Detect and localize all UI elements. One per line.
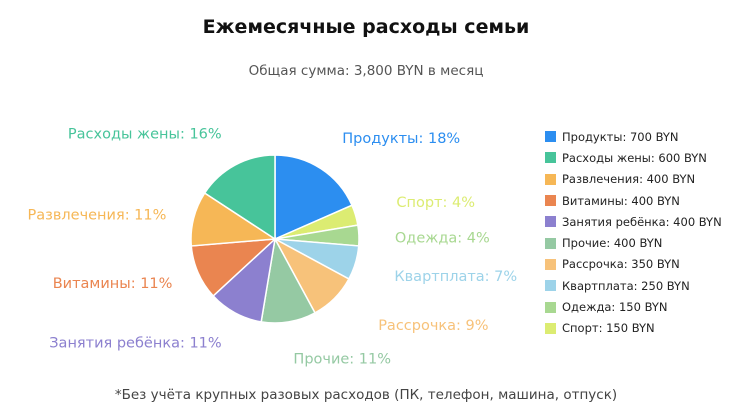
slice-label-8: Развлечения: 11%	[28, 208, 167, 224]
slice-label-3: Квартплата: 7%	[394, 269, 517, 285]
legend-label: Квартплата: 250 BYN	[562, 278, 690, 293]
slice-label-9: Расходы жены: 16%	[68, 126, 222, 142]
slice-label-7: Витамины: 11%	[53, 276, 173, 292]
slice-label-2: Одежда: 4%	[395, 230, 490, 246]
legend-swatch	[545, 322, 556, 334]
slice-label-4: Рассрочка: 9%	[378, 318, 488, 334]
legend-item: Развлечения: 400 BYN	[545, 169, 730, 190]
pie-slice-9	[203, 154, 276, 241]
legend-label: Прочие: 400 BYN	[562, 236, 663, 251]
legend-label: Рассрочка: 350 BYN	[562, 257, 680, 272]
legend-label: Развлечения: 400 BYN	[562, 172, 696, 187]
legend-swatch	[545, 216, 556, 228]
legend-swatch	[545, 280, 556, 292]
legend-item: Занятия ребёнка: 400 BYN	[545, 211, 730, 232]
legend-item: Прочие: 400 BYN	[545, 232, 730, 253]
chart-title: Ежемесячные расходы семьи	[202, 16, 530, 38]
legend-label: Одежда: 150 BYN	[562, 300, 668, 315]
legend-item: Одежда: 150 BYN	[545, 296, 730, 317]
slice-label-6: Занятия ребёнка: 11%	[49, 336, 221, 352]
legend-label: Спорт: 150 BYN	[562, 321, 655, 336]
chart-subtitle: Общая сумма: 3,800 BYN в месяц	[248, 63, 484, 79]
legend-swatch	[545, 237, 556, 249]
legend-swatch	[545, 301, 556, 313]
legend-label: Витамины: 400 BYN	[562, 193, 680, 208]
legend-item: Продукты: 700 BYN	[545, 126, 730, 147]
legend-label: Расходы жены: 600 BYN	[562, 150, 707, 165]
legend-swatch	[545, 131, 556, 143]
legend-swatch	[545, 258, 556, 270]
slice-label-1: Спорт: 4%	[396, 195, 475, 211]
legend-label: Занятия ребёнка: 400 BYN	[562, 214, 722, 229]
legend-item: Квартплата: 250 BYN	[545, 275, 730, 296]
legend-item: Витамины: 400 BYN	[545, 190, 730, 211]
chart-footnote: *Без учёта крупных разовых расходов (ПК,…	[114, 387, 618, 403]
pie-slice-0	[274, 154, 353, 241]
legend-item: Рассрочка: 350 BYN	[545, 254, 730, 275]
slice-label-5: Прочие: 11%	[293, 351, 391, 367]
legend: Продукты: 700 BYN Расходы жены: 600 BYN Ра…	[545, 126, 730, 339]
legend-item: Расходы жены: 600 BYN	[545, 147, 730, 168]
legend-label: Продукты: 700 BYN	[562, 129, 679, 144]
slice-label-0: Продукты: 18%	[342, 131, 460, 147]
legend-swatch	[545, 173, 556, 185]
legend-swatch	[545, 195, 556, 207]
legend-swatch	[545, 152, 556, 164]
legend-item: Спорт: 150 BYN	[545, 318, 730, 339]
